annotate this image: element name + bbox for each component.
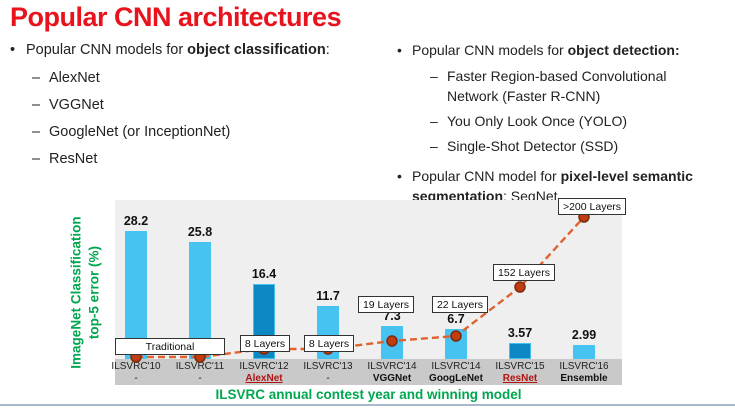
x-tick-label: ILSVRC'14 VGGNet xyxy=(357,361,427,385)
detection-heading: • Popular CNN models for object detectio… xyxy=(397,40,732,60)
bar-value-label: 6.7 xyxy=(447,312,465,326)
layer-count-box: 152 Layers xyxy=(493,264,555,281)
dash-marker: – xyxy=(32,124,41,140)
dash-marker: – xyxy=(430,113,438,129)
text-segment: Popular CNN models for xyxy=(412,42,568,58)
classification-section: • Popular CNN models for object classifi… xyxy=(10,40,385,176)
text-segment: : xyxy=(325,42,330,58)
list-item-text: AlexNet xyxy=(49,70,100,86)
error-bar-ilsvrc14-5 xyxy=(445,329,467,359)
x-tick-label: ILSVRC'16 Ensemble xyxy=(549,361,619,385)
list-item: – AlexNet xyxy=(32,68,385,88)
text-segment: object detection: xyxy=(567,42,680,58)
contest-year-label: ILSVRC'11 xyxy=(175,361,225,372)
text-segment: Popular CNN model for xyxy=(412,168,561,184)
layer-count-box: Traditional xyxy=(115,338,225,355)
dash-marker: – xyxy=(32,70,41,86)
depth-dot xyxy=(514,281,526,293)
list-item: – ResNet xyxy=(32,149,385,169)
y-axis-label-text: ImageNet Classification top-5 error (%) xyxy=(68,216,101,369)
classification-heading-text: Popular CNN models for object classifica… xyxy=(26,40,330,60)
bullet-icon: • xyxy=(10,42,16,58)
page-title: Popular CNN architectures xyxy=(10,2,342,32)
contest-year-label: ILSVRC'10 xyxy=(111,361,161,372)
contest-year-label: ILSVRC'15 xyxy=(495,361,545,372)
bar-value-label: 25.8 xyxy=(187,225,213,239)
layer-count-box: 8 Layers xyxy=(240,335,290,352)
list-item: – VGGNet xyxy=(32,95,385,115)
winning-model-label: AlexNet xyxy=(245,373,283,384)
layer-count-box: 8 Layers xyxy=(304,335,354,352)
y-axis-label: ImageNet Classification top-5 error (%) xyxy=(57,200,113,385)
x-tick-label: ILSVRC'12 AlexNet xyxy=(229,361,299,385)
x-tick-label: ILSVRC'14 GoogLeNet xyxy=(421,361,491,385)
error-bar-ilsvrc14-4 xyxy=(381,326,403,359)
list-item: – You Only Look Once (YOLO) xyxy=(430,111,692,131)
x-tick-label: ILSVRC'11- xyxy=(165,361,235,385)
dash-marker: – xyxy=(32,151,41,167)
x-axis-title: ILSVRC annual contest year and winning m… xyxy=(215,387,522,402)
list-item-text: Faster Region-based Convolutional Networ… xyxy=(447,68,667,104)
x-tick-label: ILSVRC'10- xyxy=(101,361,171,385)
layer-count-box: >200 Layers xyxy=(558,198,626,215)
winning-model-label: - xyxy=(134,373,138,384)
error-bar-ilsvrc16-7 xyxy=(573,345,595,359)
contest-year-label: ILSVRC'12 xyxy=(239,361,289,372)
winning-model-label: - xyxy=(198,373,202,384)
contest-year-label: ILSVRC'14 xyxy=(431,361,481,372)
bar-value-label: 2.99 xyxy=(571,328,597,342)
classification-heading: • Popular CNN models for object classifi… xyxy=(10,40,385,60)
bar-value-label: 28.2 xyxy=(123,214,149,228)
bottom-divider-line xyxy=(0,404,735,406)
contest-year-label: ILSVRC'16 xyxy=(559,361,609,372)
bar-value-label: 16.4 xyxy=(251,267,277,281)
list-item-text: GoogleNet (or InceptionNet) xyxy=(49,124,231,140)
x-tick-label: ILSVRC'13- xyxy=(293,361,363,385)
error-bar-ilsvrc15-6 xyxy=(509,343,531,359)
detection-list: – Faster Region-based Convolutional Netwo… xyxy=(430,66,732,156)
dash-marker: – xyxy=(430,138,438,154)
detection-section: • Popular CNN models for object detectio… xyxy=(397,40,732,206)
text-segment: object classification xyxy=(187,42,326,58)
x-tick-label: ILSVRC'15 ResNet xyxy=(485,361,555,385)
text-segment: Popular CNN models for xyxy=(26,42,188,58)
list-item-text: VGGNet xyxy=(49,97,104,113)
dash-marker: – xyxy=(430,68,438,84)
winning-model-label: ResNet xyxy=(502,373,538,384)
list-item: – Faster Region-based Convolutional Netwo… xyxy=(430,66,692,106)
ilsvrc-error-chart: ImageNet Classification top-5 error (%) … xyxy=(68,198,626,402)
dash-marker: – xyxy=(32,97,41,113)
contest-year-label: ILSVRC'14 xyxy=(367,361,417,372)
layer-count-box: 22 Layers xyxy=(432,296,488,313)
winning-model-label: VGGNet xyxy=(372,373,412,384)
x-axis-label-strip: ILSVRC'10- ILSVRC'11- ILSVRC'12 AlexNet ILSV… xyxy=(111,359,622,385)
detection-heading-text: Popular CNN models for object detection: xyxy=(412,40,680,60)
classification-list: – AlexNet – VGGNet – GoogleNet (or InceptionN… xyxy=(32,68,385,169)
chart-plot-area: 28.2 25.8 16.4 11.7 7.3 6.7 3.57 2.99 Traditiona… xyxy=(115,198,626,363)
bullet-icon: • xyxy=(397,42,402,58)
contest-year-label: ILSVRC'13 xyxy=(303,361,353,372)
list-item-text: You Only Look Once (YOLO) xyxy=(447,113,628,129)
bullet-icon: • xyxy=(397,168,402,184)
list-item: – Single-Shot Detector (SSD) xyxy=(430,136,692,156)
winning-model-label: Ensemble xyxy=(560,373,608,384)
list-item-text: ResNet xyxy=(49,151,98,167)
winning-model-label: GoogLeNet xyxy=(429,373,483,384)
winning-model-label: - xyxy=(326,373,330,384)
bar-value-label: 3.57 xyxy=(507,326,533,340)
bar-value-label: 11.7 xyxy=(316,289,340,303)
list-item-text: Single-Shot Detector (SSD) xyxy=(447,138,619,154)
list-item: – GoogleNet (or InceptionNet) xyxy=(32,122,385,142)
layer-count-box: 19 Layers xyxy=(358,296,414,313)
